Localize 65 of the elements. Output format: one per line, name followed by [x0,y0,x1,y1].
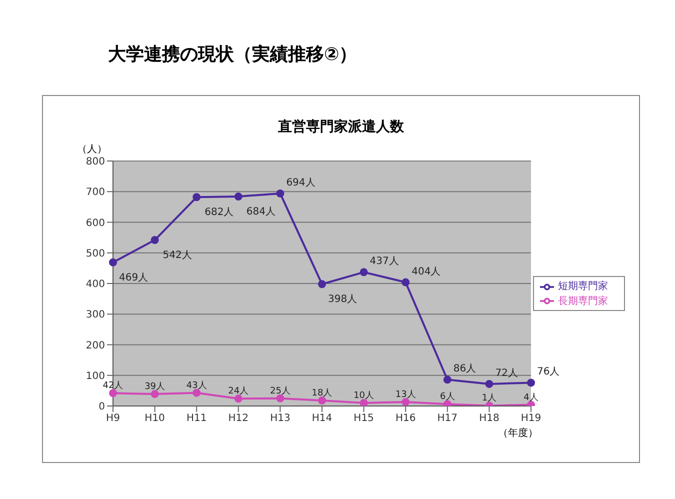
data-label: 469人 [119,272,148,284]
data-label: 1人 [482,392,497,404]
legend-label: 短期専門家 [558,281,608,292]
point [192,193,201,202]
data-label: 86人 [453,364,476,375]
point [150,236,159,244]
data-label: 694人 [286,177,316,188]
x-tick-label: H10 [144,413,165,424]
chart-title: 大学連携の現状（実績推移②） [108,43,358,66]
data-label: 4人 [524,392,538,403]
data-label: 542人 [162,250,192,262]
point [276,394,284,402]
point [192,388,201,397]
x-tick-label: H17 [437,413,458,424]
point [150,390,159,398]
y-tick-label: 300 [86,310,105,321]
x-tick-label: H18 [479,413,500,424]
x-tick-label: H16 [395,413,416,424]
x-tick-label: H19 [520,413,542,424]
data-label: 398人 [328,294,358,306]
point [276,189,284,198]
x-tick-label: H9 [106,413,120,424]
data-label: 72人 [495,368,518,379]
data-label: 18人 [312,387,332,398]
x-tick-label: H11 [186,413,207,424]
data-label: 437人 [370,256,399,268]
y-tick-label: 700 [86,187,105,198]
data-label: 10人 [354,390,374,401]
point [443,376,452,384]
legend-label: 長期専門家 [558,296,608,306]
y-tick-label: 800 [86,156,105,168]
data-label: 404人 [412,266,441,278]
point [360,268,368,276]
point [402,278,410,286]
x-tick-label: H13 [270,413,290,424]
y-axis-title: （人） [77,143,107,156]
y-tick-label: 400 [86,279,105,290]
point [234,192,242,201]
x-tick-label: H15 [354,413,374,424]
point [402,398,410,406]
point [485,380,494,388]
x-tick-label: H14 [312,413,332,424]
y-tick-label: 500 [86,248,105,260]
point [318,280,326,288]
x-axis-title: （年度） [498,426,538,440]
point [443,400,452,406]
data-label: 25人 [270,385,290,396]
data-label: 6人 [440,391,455,402]
y-tick-label: 600 [86,218,105,229]
point [109,389,117,398]
y-tick-label: 0 [98,402,105,413]
data-label: 43人 [186,380,207,391]
data-label: 13人 [395,389,416,400]
x-tick-label: H12 [228,413,249,424]
data-label: 39人 [144,381,166,392]
data-label: 682人 [204,207,234,218]
chart-subtitle: 直営専門家派遣人数 [277,118,405,136]
y-tick-label: 100 [86,370,105,382]
point [234,394,242,403]
y-tick-label: 200 [86,340,105,352]
data-label: 76人 [537,366,560,378]
point [527,378,535,387]
data-label: 24人 [228,386,249,397]
data-label: 684人 [246,206,276,218]
point [109,258,117,266]
